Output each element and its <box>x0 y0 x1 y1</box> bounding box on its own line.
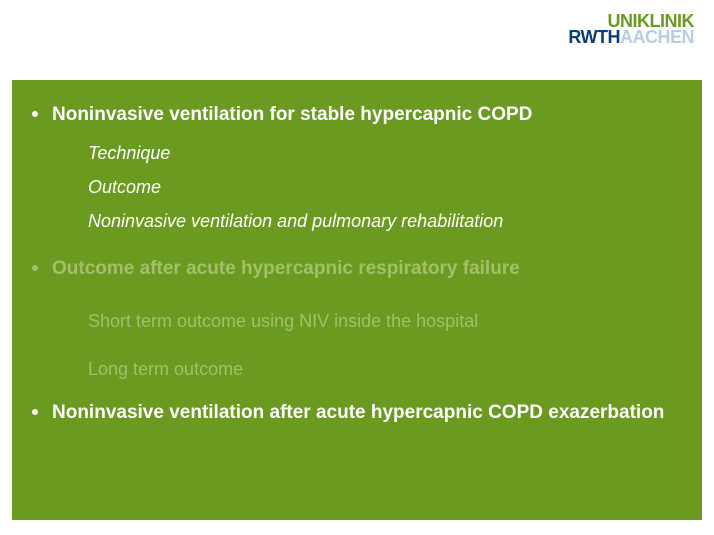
heading-text: Noninvasive ventilation for stable hyper… <box>52 102 532 128</box>
logo-rwth: RWTH <box>568 27 620 47</box>
sub-item: Long term outcome <box>88 352 682 386</box>
sub-item: Short term outcome using NIV inside the … <box>88 304 682 338</box>
logo-aachen: AACHEN <box>620 27 694 47</box>
heading-text: Outcome after acute hypercapnic respirat… <box>52 256 520 282</box>
bullet-icon <box>32 409 38 415</box>
bullet-icon <box>32 111 38 117</box>
list-item: Outcome after acute hypercapnic respirat… <box>32 256 682 282</box>
logo-line2: RWTHAACHEN <box>568 28 694 46</box>
sub-item: Outcome <box>88 170 682 204</box>
bullet-icon <box>32 265 38 271</box>
sub-item: Noninvasive ventilation and pulmonary re… <box>88 204 682 238</box>
logo: UNIKLINIK RWTHAACHEN <box>568 12 694 46</box>
content-box: Noninvasive ventilation for stable hyper… <box>12 80 702 520</box>
sub-item: Technique <box>88 136 682 170</box>
heading-text: Noninvasive ventilation after acute hype… <box>52 400 664 426</box>
list-item: Noninvasive ventilation for stable hyper… <box>32 102 682 128</box>
list-item: Noninvasive ventilation after acute hype… <box>32 400 682 426</box>
